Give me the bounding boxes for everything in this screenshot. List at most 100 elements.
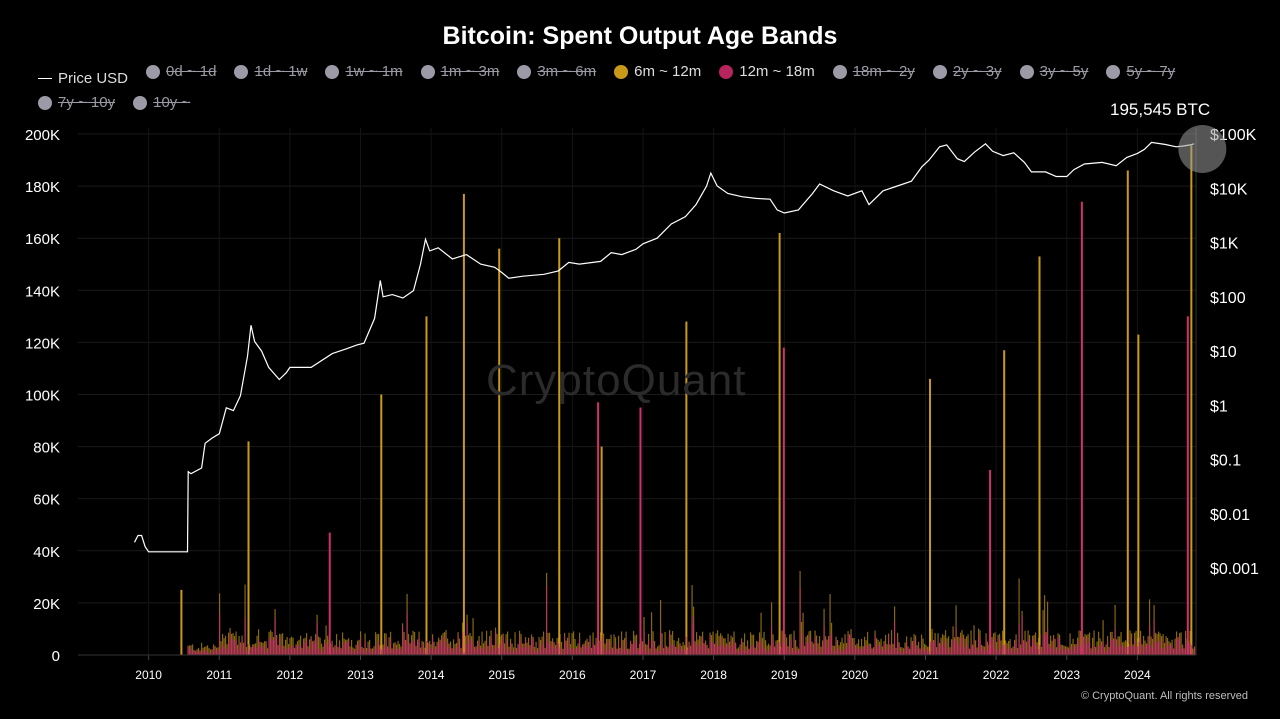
bar-12m-18m — [494, 631, 497, 655]
bar-6m-12m — [211, 649, 213, 655]
bar-6m-12m — [398, 643, 401, 655]
legend-item[interactable]: 5y ~ 7y — [1106, 60, 1175, 84]
legend-item[interactable]: Price USD — [38, 67, 128, 91]
x-tick-label: 2023 — [1053, 668, 1080, 682]
bar-12m-18m — [917, 646, 920, 655]
legend-item[interactable]: 10y ~ — [133, 91, 190, 115]
bar-12m-18m — [985, 638, 987, 655]
bar-6m-12m — [1097, 631, 1100, 655]
bar-12m-18m — [1061, 650, 1064, 655]
bar-6m-12m — [1078, 630, 1080, 655]
bar-12m-18m — [719, 637, 722, 655]
spike-6m-12m — [380, 394, 383, 655]
legend-item[interactable]: 0d ~ 1d — [146, 60, 216, 84]
bar-12m-18m — [617, 645, 620, 655]
legend-item[interactable]: 6m ~ 12m — [614, 60, 701, 84]
bar-12m-18m — [937, 643, 939, 655]
bar-12m-18m — [515, 651, 518, 655]
bar-12m-18m — [673, 644, 675, 655]
bar-12m-18m — [398, 649, 401, 655]
bar-12m-18m — [842, 649, 845, 655]
bar-6m-12m — [481, 631, 483, 655]
bar-6m-12m — [844, 634, 846, 655]
legend-item[interactable]: 1d ~ 1w — [234, 60, 307, 84]
legend-item[interactable]: 3m ~ 6m — [517, 60, 596, 84]
bar-12m-18m — [1012, 652, 1014, 655]
bar-12m-18m — [271, 639, 273, 655]
legend-item[interactable]: 1w ~ 1m — [325, 60, 403, 84]
bar-12m-18m — [500, 641, 503, 655]
x-tick-label: 2013 — [347, 668, 374, 682]
bar-12m-18m — [314, 639, 317, 655]
bar-6m-12m — [325, 625, 327, 655]
bar-12m-18m — [802, 633, 804, 655]
bar-12m-18m — [1111, 640, 1113, 655]
bar-6m-12m — [529, 645, 531, 655]
bar-6m-12m — [1096, 641, 1098, 655]
bar-12m-18m — [874, 635, 876, 655]
bar-12m-18m — [359, 637, 362, 655]
bar-12m-18m — [799, 587, 801, 655]
spike-6m-12m — [1190, 145, 1193, 655]
bar-12m-18m — [517, 645, 519, 655]
legend-item[interactable]: 12m ~ 18m — [719, 60, 815, 84]
bar-6m-12m — [947, 636, 950, 655]
bar-6m-12m — [299, 635, 302, 655]
bar-6m-12m — [1094, 647, 1097, 655]
bar-6m-12m — [602, 633, 605, 655]
bar-12m-18m — [454, 648, 456, 655]
legend-item[interactable]: 2y ~ 3y — [932, 60, 1002, 84]
bar-12m-18m — [250, 647, 252, 655]
bar-12m-18m — [901, 651, 903, 655]
bar-12m-18m — [239, 644, 242, 655]
bar-12m-18m — [334, 646, 336, 655]
bar-12m-18m — [862, 648, 864, 655]
bar-12m-18m — [835, 640, 837, 655]
bar-12m-18m — [1189, 642, 1191, 655]
spike-12m-18m — [328, 532, 331, 655]
bar-12m-18m — [625, 639, 627, 655]
bar-12m-18m — [1079, 647, 1082, 655]
legend-item[interactable]: 18m ~ 2y — [832, 60, 915, 84]
bar-12m-18m — [397, 648, 399, 655]
bar-12m-18m — [938, 645, 941, 655]
bar-12m-18m — [1042, 635, 1044, 655]
legend-item[interactable]: 3y ~ 5y — [1019, 60, 1088, 84]
bar-12m-18m — [242, 650, 245, 655]
bar-12m-18m — [236, 649, 239, 655]
bar-12m-18m — [1060, 645, 1062, 655]
bar-12m-18m — [869, 646, 872, 655]
bar-12m-18m — [446, 642, 449, 655]
bar-12m-18m — [439, 641, 441, 655]
bar-12m-18m — [685, 636, 687, 655]
bar-12m-18m — [1046, 628, 1049, 655]
bar-6m-12m — [826, 639, 828, 655]
bar-12m-18m — [217, 650, 219, 655]
bar-12m-18m — [824, 638, 827, 655]
legend-item[interactable]: 1m ~ 3m — [420, 60, 499, 84]
bar-12m-18m — [1180, 648, 1182, 655]
bar-12m-18m — [857, 649, 860, 655]
bar-12m-18m — [562, 653, 564, 655]
bar-12m-18m — [982, 650, 984, 655]
bar-12m-18m — [478, 640, 480, 655]
spike-6m-12m — [425, 316, 428, 655]
bar-12m-18m — [260, 646, 263, 655]
bar-6m-12m — [1034, 632, 1037, 655]
bar-12m-18m — [1096, 649, 1098, 655]
bar-12m-18m — [971, 647, 974, 655]
bar-12m-18m — [836, 647, 839, 655]
bar-12m-18m — [599, 640, 602, 655]
bar-12m-18m — [1025, 649, 1028, 655]
bar-12m-18m — [671, 645, 674, 655]
bar-6m-12m — [970, 630, 972, 655]
bar-6m-12m — [355, 644, 357, 655]
legend-marker — [38, 78, 52, 79]
bar-6m-12m — [664, 631, 666, 655]
bar-12m-18m — [1192, 653, 1194, 655]
legend-item[interactable]: 7y ~ 10y — [38, 91, 115, 115]
bar-6m-12m — [322, 646, 324, 655]
bar-12m-18m — [557, 643, 560, 655]
bar-12m-18m — [575, 648, 578, 655]
